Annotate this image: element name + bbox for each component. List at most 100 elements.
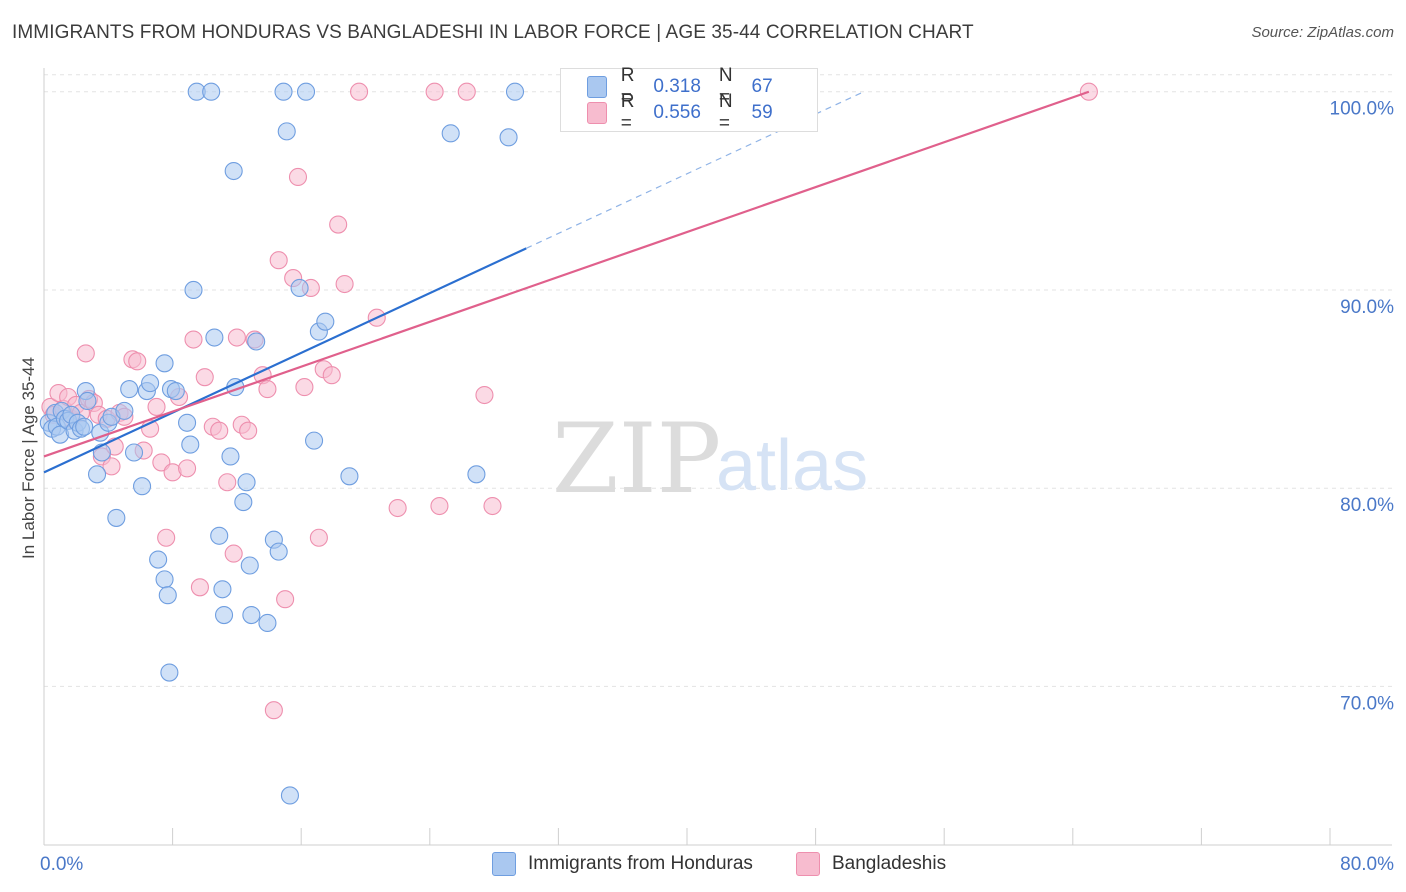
bangladeshi-point — [457, 82, 476, 101]
honduras-point — [234, 493, 253, 512]
bangladeshi-point — [76, 344, 95, 363]
honduras-point — [181, 435, 200, 454]
bangladeshi-point — [178, 459, 197, 478]
bangladeshi-point — [184, 330, 203, 349]
honduras-point — [277, 122, 296, 141]
y-tick-label: 100.0% — [1330, 99, 1395, 120]
bangladeshi-point — [425, 82, 444, 101]
honduras-point — [224, 161, 243, 181]
bangladeshi-point — [475, 385, 494, 405]
y-tick-label: 90.0% — [1340, 297, 1394, 318]
bangladeshi-point — [388, 498, 407, 518]
bangladeshi-point — [157, 528, 176, 547]
bangladeshi-point — [195, 368, 214, 387]
bangladeshi-point — [322, 366, 341, 385]
honduras-point — [258, 613, 277, 633]
honduras-point — [305, 431, 324, 450]
legend-item-honduras[interactable]: Immigrants from Honduras — [492, 852, 753, 876]
honduras-point — [269, 542, 288, 561]
x-tick-labels: 0.0% 80.0% — [40, 854, 1394, 875]
honduras-point — [441, 124, 460, 143]
bangladeshi-point — [210, 421, 229, 440]
honduras-point — [141, 374, 160, 393]
legend-row-bangladeshis: R = 0.556 N = 59 — [587, 91, 817, 134]
source-label: Source: ZipAtlas.com — [1251, 24, 1394, 41]
honduras-point — [505, 82, 525, 101]
honduras-point — [205, 328, 224, 347]
honduras-point — [240, 556, 259, 575]
honduras-point — [115, 401, 134, 420]
legend-label: Immigrants from Honduras — [528, 853, 753, 874]
honduras-point — [155, 570, 174, 589]
honduras-point — [202, 82, 221, 101]
honduras-point — [149, 550, 168, 569]
bangladeshi-point — [224, 544, 243, 563]
bangladeshi-point — [147, 397, 166, 416]
honduras-point — [221, 447, 240, 466]
honduras-point — [296, 82, 316, 101]
bangladeshi-trend-line — [43, 90, 1090, 458]
honduras-trend-line — [43, 247, 527, 474]
y-tick-label: 70.0% — [1340, 693, 1394, 714]
honduras-point — [120, 380, 139, 399]
chart-title: IMMIGRANTS FROM HONDURAS VS BANGLADESHI … — [12, 22, 974, 43]
honduras-point — [316, 312, 335, 331]
r-label: R = — [620, 91, 635, 134]
bangladeshi-point — [190, 578, 209, 597]
bangladeshi-point — [350, 82, 369, 101]
legend-row-honduras: R = 0.318 N = 67 — [587, 65, 817, 108]
honduras-point — [340, 467, 359, 486]
honduras-point — [166, 382, 185, 401]
legend-item-bangladeshis[interactable]: Bangladeshis — [796, 852, 946, 876]
n-label: N = — [718, 65, 733, 108]
honduras-point — [274, 82, 293, 101]
y-tick-labels: 70.0% 80.0% 90.0% 100.0% — [1330, 99, 1395, 715]
r-value: 0.556 — [653, 102, 701, 123]
bangladeshi-point — [329, 215, 348, 234]
bangladeshi-point — [102, 457, 121, 476]
honduras-point — [184, 280, 203, 300]
legend-label: Bangladeshis — [832, 853, 947, 874]
x-tick-label: 80.0% — [1340, 854, 1394, 875]
honduras-point — [155, 354, 174, 373]
bangladeshi-point — [335, 274, 354, 294]
honduras-swatch — [587, 76, 607, 98]
honduras-swatch — [492, 852, 516, 876]
correlation-legend: R = 0.318 N = 67 R = 0.556 N = 59 — [560, 65, 818, 134]
honduras-point — [290, 278, 309, 298]
honduras-point — [178, 413, 197, 432]
watermark-atlas: atlas — [716, 426, 868, 506]
gridlines — [44, 74, 1392, 687]
honduras-point — [247, 332, 266, 351]
bangladeshi-point — [258, 380, 277, 399]
honduras-point — [210, 526, 229, 545]
r-value: 0.318 — [653, 76, 701, 97]
watermark-zip: ZIP — [552, 403, 721, 515]
n-label: N = — [718, 91, 733, 134]
honduras-point — [213, 580, 232, 599]
honduras-point — [133, 477, 152, 496]
n-value: 59 — [751, 102, 773, 123]
bangladeshi-point — [227, 328, 246, 347]
honduras-point — [160, 663, 179, 682]
bangladeshi-point — [295, 378, 314, 397]
honduras-point — [78, 391, 97, 411]
y-tick-label: 80.0% — [1340, 495, 1394, 516]
bangladeshi-point — [276, 590, 295, 609]
honduras-point — [158, 586, 177, 605]
series-honduras — [39, 82, 525, 805]
honduras-point — [237, 473, 256, 492]
axes — [43, 68, 1392, 846]
bangladeshis-swatch — [587, 102, 607, 124]
honduras-point — [87, 465, 107, 484]
honduras-point — [242, 606, 261, 625]
bangladeshi-point — [269, 251, 288, 270]
honduras-point — [107, 508, 126, 527]
bangladeshi-point — [483, 496, 502, 516]
bangladeshi-point — [430, 496, 449, 516]
honduras-point — [280, 786, 299, 805]
n-value: 67 — [751, 76, 773, 97]
bangladeshi-point — [288, 167, 308, 187]
bangladeshi-point — [264, 701, 283, 720]
